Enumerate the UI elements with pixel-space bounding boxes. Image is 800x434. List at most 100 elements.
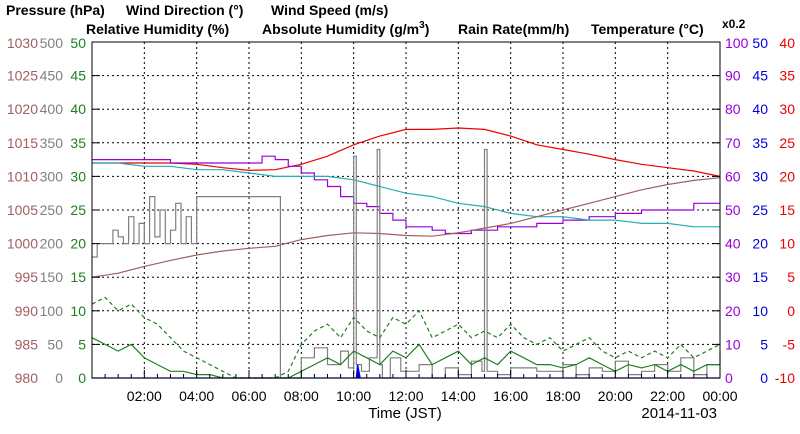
y-tick-label-temp: -10 — [775, 370, 795, 386]
title-scale-factor: x0.2 — [722, 17, 746, 31]
title-absolute-humidity-sup: 3 — [419, 20, 425, 31]
y-tick-label-rain: 20 — [752, 236, 768, 252]
y-tick-label-rh: 60 — [725, 168, 741, 184]
x-tick-label: 08:00 — [284, 388, 319, 404]
y-tick-label-rain: 40 — [752, 101, 768, 117]
y-tick-label-wind-speed: 30 — [70, 168, 86, 184]
y-tick-label-wind-direction: 300 — [40, 168, 64, 184]
title-wind-speed: Wind Speed (m/s) — [271, 2, 388, 18]
y-tick-label-rh: 0 — [725, 370, 733, 386]
y-tick-label-rh: 70 — [725, 135, 741, 151]
y-tick-label-rain: 25 — [752, 202, 768, 218]
title-pressure: Pressure (hPa) — [6, 2, 105, 18]
y-tick-label-rh: 90 — [725, 68, 741, 84]
x-tick-label: 12:00 — [388, 388, 423, 404]
y-tick-label-wind-direction: 400 — [40, 101, 64, 117]
y-tick-label-pressure: 1025 — [7, 68, 38, 84]
series-temperature — [92, 127, 721, 177]
y-tick-label-pressure: 1020 — [7, 101, 38, 117]
y-tick-label-temp: 30 — [779, 101, 795, 117]
y-tick-label-rain: 45 — [752, 68, 768, 84]
y-tick-label-wind-speed: 10 — [70, 303, 86, 319]
y-tick-label-wind-direction: 350 — [40, 135, 64, 151]
y-tick-label-pressure: 1015 — [7, 135, 38, 151]
y-tick-label-rain: 30 — [752, 168, 768, 184]
title-rain-rate: Rain Rate(mm/h) — [458, 21, 569, 37]
series-relative-humidity — [92, 155, 720, 235]
y-tick-label-temp: -5 — [783, 336, 796, 352]
y-tick-label-rh: 50 — [725, 202, 741, 218]
series-absolute-humidity — [92, 162, 720, 228]
x-tick-label: 02:00 — [127, 388, 162, 404]
y-tick-label-wind-speed: 15 — [70, 269, 86, 285]
title-relative-humidity: Relative Humidity (%) — [86, 21, 229, 37]
y-tick-label-pressure: 990 — [15, 303, 39, 319]
title-absolute-humidity-main: Absolute Humidity (g/m — [262, 21, 419, 37]
y-tick-label-rain: 10 — [752, 303, 768, 319]
y-tick-label-rh: 30 — [725, 269, 741, 285]
y-tick-label-rain: 5 — [760, 336, 768, 352]
grid — [92, 42, 721, 378]
x-tick-label: 04:00 — [179, 388, 214, 404]
y-tick-label-temp: 35 — [779, 68, 795, 84]
x-tick-label: 14:00 — [441, 388, 476, 404]
x-tick-label: 16:00 — [493, 388, 528, 404]
x-tick-label: 18:00 — [545, 388, 580, 404]
title-wind-direction: Wind Direction (°) — [126, 2, 243, 18]
y-tick-label-wind-speed: 45 — [70, 68, 86, 84]
x-tick-label: 00:00 — [702, 388, 737, 404]
y-tick-label-pressure: 985 — [15, 336, 39, 352]
y-tick-label-wind-direction: 100 — [40, 303, 64, 319]
y-tick-label-pressure: 995 — [15, 269, 39, 285]
y-tick-label-temp: 5 — [787, 269, 795, 285]
title-absolute-humidity-end: ) — [425, 21, 430, 37]
axes-group: 02:00 04:00 06:00 08:00 10:00 12:00 14:00 16:00… — [7, 35, 795, 404]
title-temperature: Temperature (°C) — [591, 21, 704, 37]
x-axis-label: Time (JST) — [368, 405, 442, 422]
y-tick-label-wind-speed: 0 — [78, 370, 86, 386]
y-tick-label-rh: 40 — [725, 236, 741, 252]
y-tick-label-pressure: 1030 — [7, 35, 38, 51]
x-tick-label: 20:00 — [598, 388, 633, 404]
series-wind-direction — [92, 148, 721, 379]
y-tick-label-rain: 50 — [752, 35, 768, 51]
y-tick-label-temp: 40 — [779, 35, 795, 51]
y-tick-label-temp: 25 — [779, 135, 795, 151]
y-tick-label-wind-direction: 150 — [40, 269, 64, 285]
series-wind-gust — [91, 296, 721, 379]
y-tick-label-temp: 15 — [779, 202, 795, 218]
y-tick-label-wind-speed: 50 — [70, 35, 86, 51]
y-tick-label-rh: 20 — [725, 303, 741, 319]
y-tick-label-wind-speed: 20 — [70, 236, 86, 252]
y-tick-label-wind-speed: 35 — [70, 135, 86, 151]
y-tick-label-wind-direction: 450 — [40, 68, 64, 84]
y-tick-label-wind-direction: 50 — [47, 336, 63, 352]
y-tick-label-wind-direction: 200 — [40, 236, 64, 252]
y-tick-label-temp: 20 — [779, 168, 795, 184]
series-pressure — [91, 177, 721, 278]
y-tick-label-rh: 10 — [725, 336, 741, 352]
y-tick-label-wind-speed: 40 — [70, 101, 86, 117]
y-tick-label-rain: 35 — [752, 135, 768, 151]
y-tick-label-rain: 0 — [760, 370, 768, 386]
y-tick-label-wind-speed: 25 — [70, 202, 86, 218]
y-tick-label-rh: 80 — [725, 101, 741, 117]
y-tick-label-wind-direction: 500 — [40, 35, 64, 51]
y-tick-label-pressure: 1010 — [7, 168, 38, 184]
y-tick-label-wind-direction: 250 — [40, 202, 64, 218]
date-label: 2014-11-03 — [641, 405, 717, 422]
x-tick-label: 22:00 — [650, 388, 685, 404]
x-tick-label: 10:00 — [336, 388, 371, 404]
y-tick-label-rh: 100 — [725, 35, 749, 51]
y-tick-label-pressure: 1000 — [7, 236, 38, 252]
y-tick-label-pressure: 1005 — [7, 202, 38, 218]
y-tick-label-pressure: 980 — [15, 370, 39, 386]
x-tick-label: 06:00 — [231, 388, 266, 404]
y-tick-label-rain: 15 — [752, 269, 768, 285]
y-tick-label-wind-speed: 5 — [78, 336, 86, 352]
y-tick-label-temp: 10 — [779, 236, 795, 252]
y-tick-label-temp: 0 — [787, 303, 795, 319]
title-absolute-humidity: Absolute Humidity (g/m3) — [262, 20, 429, 37]
y-tick-label-wind-direction: 0 — [55, 370, 63, 386]
